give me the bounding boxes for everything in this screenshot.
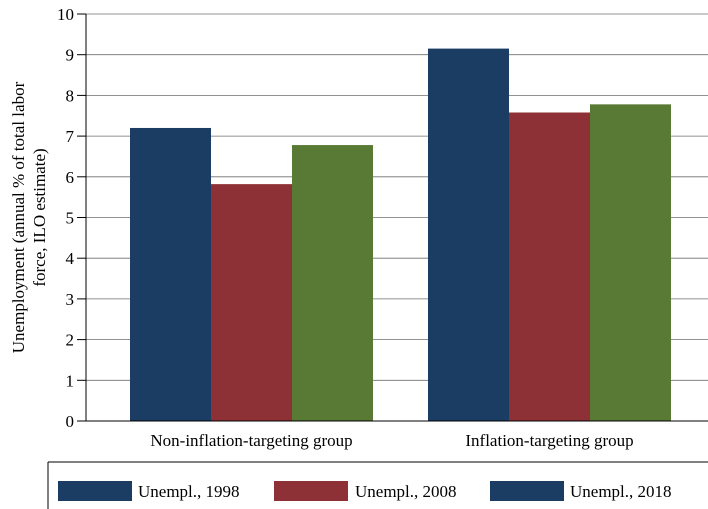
y-tick-label: 3 (66, 290, 75, 309)
y-tick-label: 6 (66, 168, 75, 187)
y-tick-label: 7 (66, 127, 75, 146)
legend-label-1: Unempl., 2008 (355, 482, 457, 501)
bar-1-0 (428, 48, 509, 421)
bar-0-0 (130, 127, 211, 422)
y-tick-label: 4 (66, 249, 75, 268)
y-tick-label: 1 (66, 371, 75, 390)
legend-swatch-1 (274, 481, 348, 501)
y-tick-label: 9 (66, 46, 75, 65)
legend-swatch-2 (490, 481, 564, 501)
y-tick-label: 0 (66, 412, 75, 431)
y-axis-ticks: 0 1 2 3 4 5 6 7 8 9 10 (57, 5, 86, 431)
legend-label-2: Unempl., 2018 (570, 482, 672, 501)
legend-swatch-0 (58, 481, 132, 501)
legend-label-0: Unempl., 1998 (138, 482, 240, 501)
bar-1-1 (509, 112, 590, 421)
y-tick-label: 8 (66, 86, 75, 105)
bar-0-1 (211, 184, 292, 421)
y-tick-label: 10 (57, 5, 74, 24)
legend: Unempl., 1998 Unempl., 2008 Unempl., 2018 (47, 461, 708, 509)
bar-0-2 (292, 145, 373, 421)
x-axis-categories: Non-inflation-targeting group Inflation-t… (150, 431, 633, 450)
legend-items: Unempl., 1998 Unempl., 2008 Unempl., 2018 (58, 481, 672, 501)
y-tick-label: 5 (66, 209, 75, 228)
y-tick-label: 2 (66, 331, 75, 350)
bar-1-2 (590, 104, 671, 421)
y-axis-title-line-1: Unemployment (annual % of total labor (9, 81, 28, 353)
category-label: Non-inflation-targeting group (150, 431, 352, 450)
category-label: Inflation-targeting group (465, 431, 633, 450)
y-axis-title-line-2: force, ILO estimate) (30, 148, 49, 286)
bars (130, 48, 671, 422)
